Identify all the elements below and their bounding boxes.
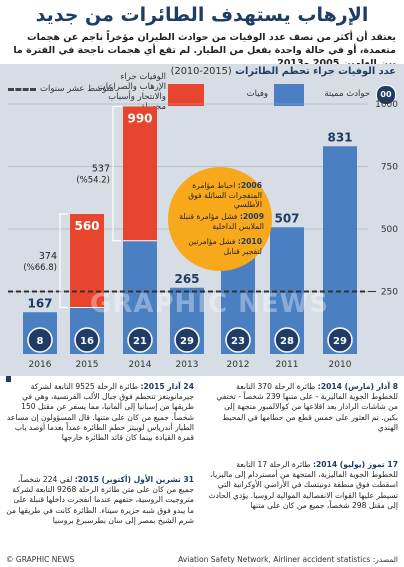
accident-count-2016: 8 xyxy=(37,336,44,347)
legend-accidents-swatch: 00 xyxy=(376,85,396,105)
annotation-count-2015: 374 xyxy=(39,251,57,262)
credit: © GRAPHIC NEWS xyxy=(6,555,75,564)
legend-title: عدد الوفيات جراء تحطم الطائرات (2015-201… xyxy=(170,66,396,77)
legend-average-label: متوسط عشر سنوات xyxy=(40,84,114,94)
event-2006: 2006: احباط مؤامرة المتفجرات السائلة فوق… xyxy=(188,181,262,209)
annotation-bracket-2014 xyxy=(112,105,121,242)
xtick-label-2013: 2013 xyxy=(176,360,199,370)
xtick-label-2012: 2012 xyxy=(227,360,250,370)
value-label-2010: 831 xyxy=(327,130,352,144)
ytick-label-500: 500 xyxy=(381,225,398,235)
value-label-2011: 507 xyxy=(274,211,299,225)
annotation-pct-2014: (%54.2) xyxy=(76,176,110,186)
xtick-label-2015: 2015 xyxy=(76,360,99,370)
xtick-label-2014: 2014 xyxy=(129,360,152,370)
accident-circle-2014 xyxy=(127,327,153,353)
ytick-label-1000: 1000 xyxy=(375,100,398,110)
accident-count-2010: 29 xyxy=(333,336,347,347)
accident-count-2013: 29 xyxy=(180,336,194,347)
event-2009: 2009: فشل مؤامرة قنبلة الملابس الداخلية xyxy=(179,212,264,231)
value-label-2015: 560 xyxy=(74,219,99,233)
accident-count-2014: 21 xyxy=(133,336,147,347)
ytick-label-750: 750 xyxy=(381,163,398,173)
stories-panel: 24 آذار 2015: طائرة الرحلة 9525 التابعة … xyxy=(0,376,404,554)
annotation-count-2014: 537 xyxy=(92,164,110,175)
accident-count-2012: 23 xyxy=(231,336,245,347)
xtick-label-2010: 2010 xyxy=(329,360,352,370)
accident-circle-2016 xyxy=(27,327,53,353)
divider-left xyxy=(6,376,11,382)
accident-count-2011: 28 xyxy=(280,336,294,347)
legend-terror-swatch xyxy=(168,84,204,106)
legend-accidents-label: حوادث مميتة xyxy=(324,89,370,99)
value-label-2016: 167 xyxy=(27,296,52,310)
value-label-2014: 990 xyxy=(127,112,152,126)
accident-circle-2012 xyxy=(225,327,251,353)
accident-circle-2015 xyxy=(74,327,100,353)
accident-circle-2011 xyxy=(274,327,300,353)
source: المصدر: Aviation Safety Network, Airline… xyxy=(178,555,398,564)
story-mh17: 17 تموز (يوليو) 2014: طائرة الرحلة 17 ال… xyxy=(208,460,398,510)
legend-fatalities-swatch xyxy=(274,84,304,106)
accident-circle-2013 xyxy=(174,327,200,353)
legend-period: (2015-2010) xyxy=(170,66,232,77)
xtick-label-2011: 2011 xyxy=(276,360,299,370)
bar-fatalities-2010 xyxy=(323,146,357,354)
events-bubble: 2006: احباط مؤامرة المتفجرات السائلة فوق… xyxy=(168,167,272,271)
annotation-pct-2015: (%66.8) xyxy=(23,263,57,273)
xtick-label-2016: 2016 xyxy=(29,360,52,370)
story-metrojet: 31 تشرين الأول (أكتوبر) 2015: لقي 224 شخ… xyxy=(6,475,194,525)
watermark: GRAPHIC NEWS xyxy=(90,289,330,319)
page-title: الإرهاب يستهدف الطائرات من جديد xyxy=(35,4,369,26)
annotation-bracket-2015 xyxy=(59,213,68,309)
accident-circle-2010 xyxy=(327,327,353,353)
footer: © GRAPHIC NEWS المصدر: Aviation Safety N… xyxy=(0,554,404,567)
page-subtitle: يعتقد أن أكثر من نصف عدد الوفيات من حواد… xyxy=(13,32,396,69)
legend-average-swatch xyxy=(8,88,36,91)
value-label-2013: 265 xyxy=(174,272,199,286)
accident-count-2015: 16 xyxy=(80,336,94,347)
story-germanwings: 24 آذار 2015: طائرة الرحلة 9525 التابعة … xyxy=(6,382,194,443)
chart-panel: عدد الوفيات جراء تحطم الطائرات (2015-201… xyxy=(0,64,404,376)
legend-fatalities-label: وفيات xyxy=(246,89,268,99)
ytick-label-250: 250 xyxy=(381,288,398,298)
event-2010: 2010: فشل مؤامرتين لتفجير قنابل xyxy=(188,237,262,256)
story-mh370: 8 آذار (مارس) 2014: طائرة الرحلة 370 الت… xyxy=(216,382,398,432)
